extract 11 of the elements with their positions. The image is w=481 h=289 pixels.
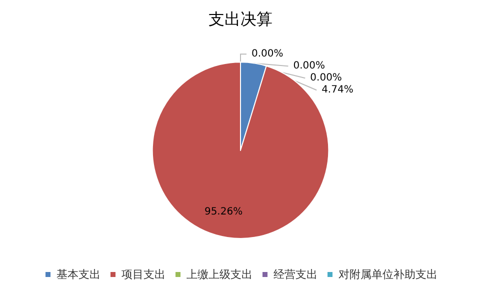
legend-label: 经营支出 (274, 268, 318, 281)
legend-label: 基本支出 (56, 268, 100, 281)
data-label: 4.74% (322, 84, 354, 96)
data-label: 95.26% (204, 206, 243, 218)
chart-title: 支出决算 (208, 10, 272, 28)
legend-label: 对附属单位补助支出 (338, 268, 438, 281)
legend-label: 上缴上级支出 (186, 268, 252, 281)
text: 0.00% (293, 60, 325, 72)
text: 0.00% (310, 72, 342, 84)
text: 0.00% (252, 48, 284, 60)
legend-label: 项目支出 (122, 268, 166, 281)
